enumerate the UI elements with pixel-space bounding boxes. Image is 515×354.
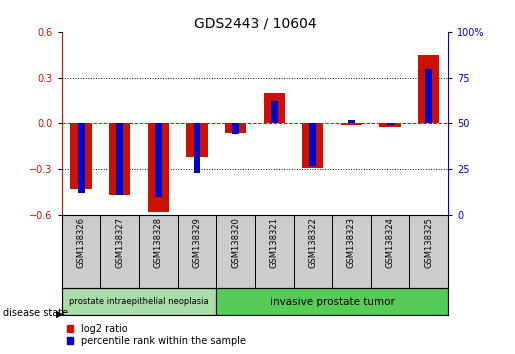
Bar [78, 124, 84, 193]
Text: GSM138322: GSM138322 [308, 217, 317, 268]
Text: ▶: ▶ [56, 308, 63, 318]
Title: GDS2443 / 10604: GDS2443 / 10604 [194, 17, 316, 31]
Text: GSM138324: GSM138324 [386, 217, 394, 268]
Bar [148, 124, 169, 212]
Text: GSM138325: GSM138325 [424, 217, 433, 268]
Bar [271, 102, 278, 124]
Text: GSM138321: GSM138321 [270, 217, 279, 268]
Bar [380, 124, 401, 126]
Text: GSM138323: GSM138323 [347, 217, 356, 268]
Bar [348, 120, 355, 124]
Bar [232, 124, 239, 135]
FancyBboxPatch shape [62, 289, 216, 315]
Text: GSM138320: GSM138320 [231, 217, 240, 268]
Text: GSM138328: GSM138328 [154, 217, 163, 268]
Bar [341, 124, 362, 125]
Bar [71, 124, 92, 189]
Text: prostate intraepithelial neoplasia: prostate intraepithelial neoplasia [69, 297, 209, 306]
Legend: log2 ratio, percentile rank within the sample: log2 ratio, percentile rank within the s… [66, 324, 246, 346]
Text: GSM138329: GSM138329 [193, 217, 201, 268]
Bar [155, 124, 162, 197]
Bar [425, 69, 432, 124]
Bar [310, 124, 316, 166]
Bar [302, 124, 323, 168]
Text: disease state: disease state [3, 308, 67, 318]
FancyBboxPatch shape [216, 289, 448, 315]
Bar [387, 124, 393, 125]
Bar [116, 124, 123, 195]
Text: invasive prostate tumor: invasive prostate tumor [270, 297, 394, 307]
Bar [264, 93, 285, 124]
Bar [418, 55, 439, 124]
Bar [225, 124, 246, 133]
Text: GSM138326: GSM138326 [77, 217, 85, 268]
Bar [194, 124, 200, 173]
Text: GSM138327: GSM138327 [115, 217, 124, 268]
Bar [109, 124, 130, 195]
Bar [186, 124, 208, 157]
